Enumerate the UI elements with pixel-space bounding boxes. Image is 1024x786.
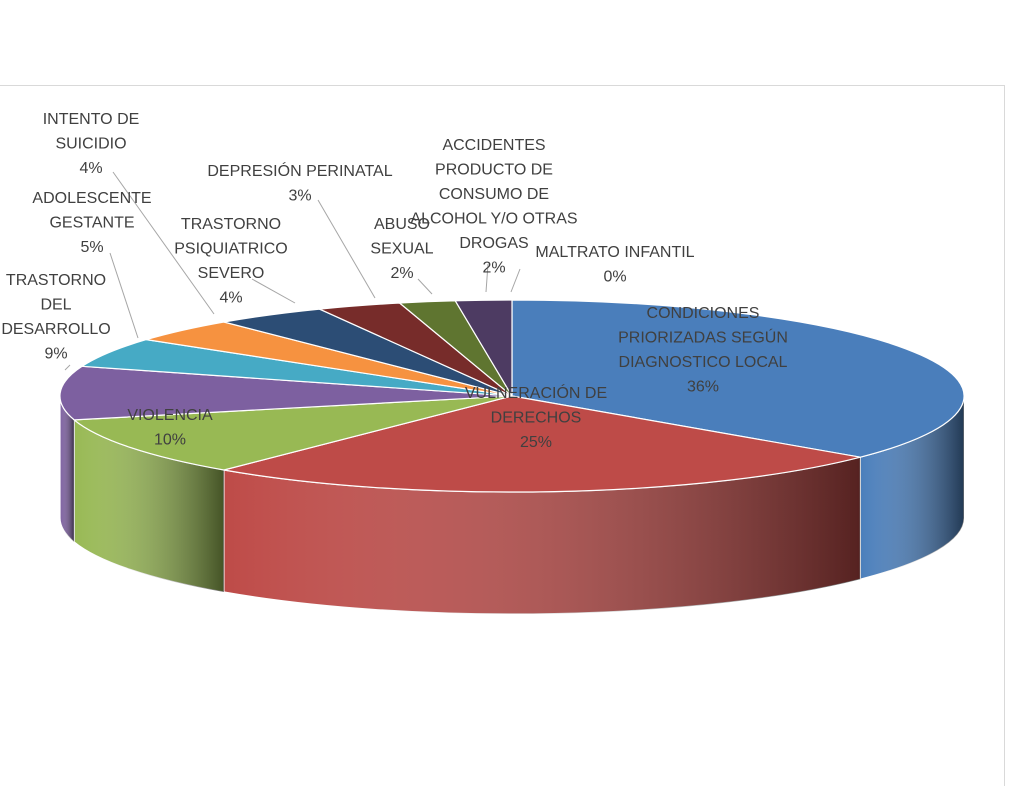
leader-line	[317, 199, 376, 299]
pie-slice-side-shade	[860, 396, 964, 580]
data-label-percent: 36%	[687, 379, 719, 396]
pie-slice	[454, 299, 513, 399]
pie-slice	[223, 395, 861, 493]
leader-line	[109, 252, 139, 339]
chart-area	[0, 85, 1005, 786]
leader-line	[485, 263, 489, 293]
data-label-category: DIAGNOSTICO LOCAL	[619, 354, 788, 371]
data-label-percent: 4%	[79, 160, 102, 177]
data-label-category: MALTRATO INFANTIL	[535, 244, 694, 261]
data-label-category: DROGAS	[459, 235, 528, 252]
pie-slice	[80, 338, 513, 397]
data-label-category: SEXUAL	[370, 241, 433, 258]
data-label-percent: 25%	[520, 434, 552, 451]
data-label-category: ACCIDENTES	[442, 137, 545, 154]
data-label-percent: 3%	[288, 188, 311, 205]
data-label-category: CONSUMO DE	[439, 186, 549, 203]
data-label-category: VULNERACIÓN DE	[465, 383, 607, 402]
data-label-category: TRASTORNO	[6, 272, 106, 289]
data-label-category: TRASTORNO	[181, 216, 281, 233]
leader-line	[510, 268, 521, 293]
data-label-category: DERECHOS	[491, 410, 582, 427]
pie-slice	[511, 299, 965, 458]
data-label-percent: 4%	[219, 290, 242, 307]
data-label-percent: 0%	[603, 269, 626, 286]
leader-line	[64, 364, 71, 371]
pie-slice-side-shade	[59, 396, 75, 542]
data-label-category: GESTANTE	[49, 215, 134, 232]
pie-chart: CONDICIONES PRIORIZADAS SEGÚN DIAGNOSTICO …	[1, 111, 965, 615]
data-label-category: PSIQUIATRICO	[174, 241, 288, 258]
data-label-category: PRODUCTO DE	[435, 162, 553, 179]
data-label-category: SEVERO	[198, 265, 265, 282]
leader-line	[251, 278, 296, 304]
data-label-percent: 10%	[154, 432, 186, 449]
data-label-category: ADOLESCENTE	[32, 190, 151, 207]
data-label-category: DEPRESIÓN PERINATAL	[207, 161, 392, 180]
leader-line	[417, 278, 433, 295]
pie-slice-side-shade	[223, 457, 861, 615]
data-label-category: ABUSO	[374, 216, 430, 233]
data-label-percent: 9%	[44, 346, 67, 363]
pie-slice	[59, 365, 513, 421]
data-label-percent: 2%	[390, 265, 413, 282]
data-label-category: CONDICIONES	[647, 305, 760, 322]
data-label-percent: 2%	[482, 260, 505, 277]
data-label-percent: 5%	[80, 239, 103, 256]
data-label-category: DESARROLLO	[1, 321, 110, 338]
data-label-category: INTENTO DE	[43, 111, 140, 128]
data-label-category: PRIORIZADAS SEGÚN	[618, 328, 788, 347]
leader-line	[112, 171, 215, 315]
data-label-category: SUICIDIO	[55, 136, 126, 153]
data-label-category: ALCOHOL Y/O OTRAS	[410, 211, 577, 228]
data-label-category: DEL	[40, 297, 71, 314]
data-label-category: VIOLENCIA	[127, 407, 213, 424]
